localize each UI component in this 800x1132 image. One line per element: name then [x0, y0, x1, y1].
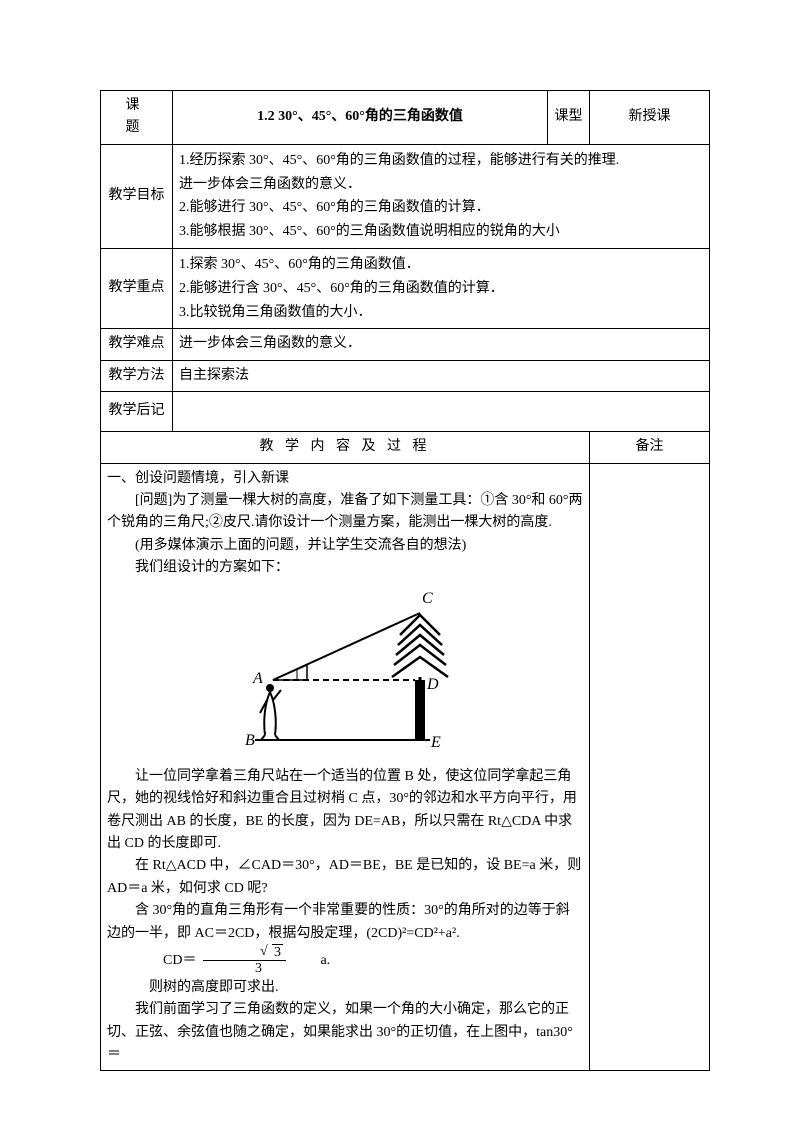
section-title: 一、创设问题情境，引入新课 [107, 468, 583, 490]
objectives-line: 进一步体会三角函数的意义． [179, 177, 361, 192]
difficulties-content: 进一步体会三角函数的意义． [173, 329, 710, 360]
body-paragraph: [问题]为了测量一棵大树的高度，准备了如下测量工具：①含 30°和 60°两个锐… [107, 490, 583, 535]
body-paragraph: 则树的高度即可求出. [107, 977, 583, 999]
objectives-line: 1.经历探索 30°、45°、60°角的三角函数值的过程，能够进行有关的推理. [179, 153, 619, 168]
label-methods: 教学方法 [101, 360, 173, 391]
row-objectives: 教学目标 1.经历探索 30°、45°、60°角的三角函数值的过程，能够进行有关… [101, 144, 710, 248]
formula-prefix: CD＝ [135, 950, 196, 972]
label-objectives: 教学目标 [101, 144, 173, 248]
process-content: 一、创设问题情境，引入新课 [问题]为了测量一棵大树的高度，准备了如下测量工具：… [101, 463, 590, 1071]
triangle-tree-diagram: C [215, 585, 475, 755]
label-postscript: 教学后记 [101, 392, 173, 432]
objectives-content: 1.经历探索 30°、45°、60°角的三角函数值的过程，能够进行有关的推理. … [173, 144, 710, 248]
body-paragraph: 在 Rt△ACD 中，∠CAD＝30°，AD＝BE，BE 是已知的，设 BE=a… [107, 855, 583, 900]
diagram-label-b: B [245, 732, 255, 749]
diagram-label-d: D [426, 676, 439, 693]
formula-suffix: a. [292, 950, 330, 972]
keypoints-line: 1.探索 30°、45°、60°角的三角函数值． [179, 257, 420, 272]
label-notes: 备注 [590, 432, 710, 463]
row-difficulties: 教学难点 进一步体会三角函数的意义． [101, 329, 710, 360]
methods-content: 自主探索法 [173, 360, 710, 391]
diagram-label-e: E [430, 734, 441, 751]
keypoints-content: 1.探索 30°、45°、60°角的三角函数值． 2.能够进行含 30°、45°… [173, 248, 710, 328]
svg-text:C: C [422, 590, 433, 607]
row-process-header: 教 学 内 容 及 过 程 备注 [101, 432, 710, 463]
fraction-den: 3 [203, 961, 286, 976]
objectives-line: 2.能够进行 30°、45°、60°角的三角函数值的计算． [179, 200, 490, 215]
diagram-label-a: A [252, 670, 263, 687]
objectives-line: 3.能够根据 30°、45°、60°的三角函数值说明相应的锐角的大小 [179, 224, 560, 239]
diagram-wrap: C [107, 585, 583, 763]
row-postscript: 教学后记 [101, 392, 710, 432]
class-type-value: 新授课 [590, 91, 710, 145]
formula-line: CD＝ 3 3 a. [107, 945, 583, 977]
keypoints-line: 3.比较锐角三角函数值的大小． [179, 305, 372, 320]
row-content: 一、创设问题情境，引入新课 [问题]为了测量一棵大树的高度，准备了如下测量工具：… [101, 463, 710, 1071]
row-topic: 课 题 1.2 30°、45°、60°角的三角函数值 课型 新授课 [101, 91, 710, 145]
postscript-content [173, 392, 710, 432]
row-keypoints: 教学重点 1.探索 30°、45°、60°角的三角函数值． 2.能够进行含 30… [101, 248, 710, 328]
sqrt-radicand: 3 [272, 944, 283, 960]
body-paragraph: (用多媒体演示上面的问题，并让学生交流各自的想法) [107, 535, 583, 557]
lesson-plan-table: 课 题 1.2 30°、45°、60°角的三角函数值 课型 新授课 教学目标 1… [100, 90, 710, 1071]
lesson-plan-page: 课 题 1.2 30°、45°、60°角的三角函数值 课型 新授课 教学目标 1… [0, 0, 800, 1132]
label-class-type: 课型 [548, 91, 590, 145]
label-process: 教 学 内 容 及 过 程 [101, 432, 590, 463]
fraction: 3 3 [203, 945, 286, 977]
notes-column [590, 463, 710, 1071]
row-methods: 教学方法 自主探索法 [101, 360, 710, 391]
body-paragraph: 我们前面学习了三角函数的定义，如果一个角的大小确定，那么它的正切、正弦、余弦值也… [107, 999, 583, 1066]
label-topic: 课 题 [101, 91, 173, 145]
label-keypoints: 教学重点 [101, 248, 173, 328]
keypoints-line: 2.能够进行含 30°、45°、60°角的三角函数值的计算． [179, 281, 504, 296]
label-difficulties: 教学难点 [101, 329, 173, 360]
body-paragraph: 含 30°角的直角三角形有一个非常重要的性质：30°的角所对的边等于斜边的一半，… [107, 900, 583, 945]
body-paragraph: 我们组设计的方案如下： [107, 557, 583, 579]
topic-title: 1.2 30°、45°、60°角的三角函数值 [173, 91, 548, 145]
body-paragraph: 让一位同学拿着三角尺站在一个适当的位置 B 处，使这位同学拿起三角尺，她的视线恰… [107, 766, 583, 856]
